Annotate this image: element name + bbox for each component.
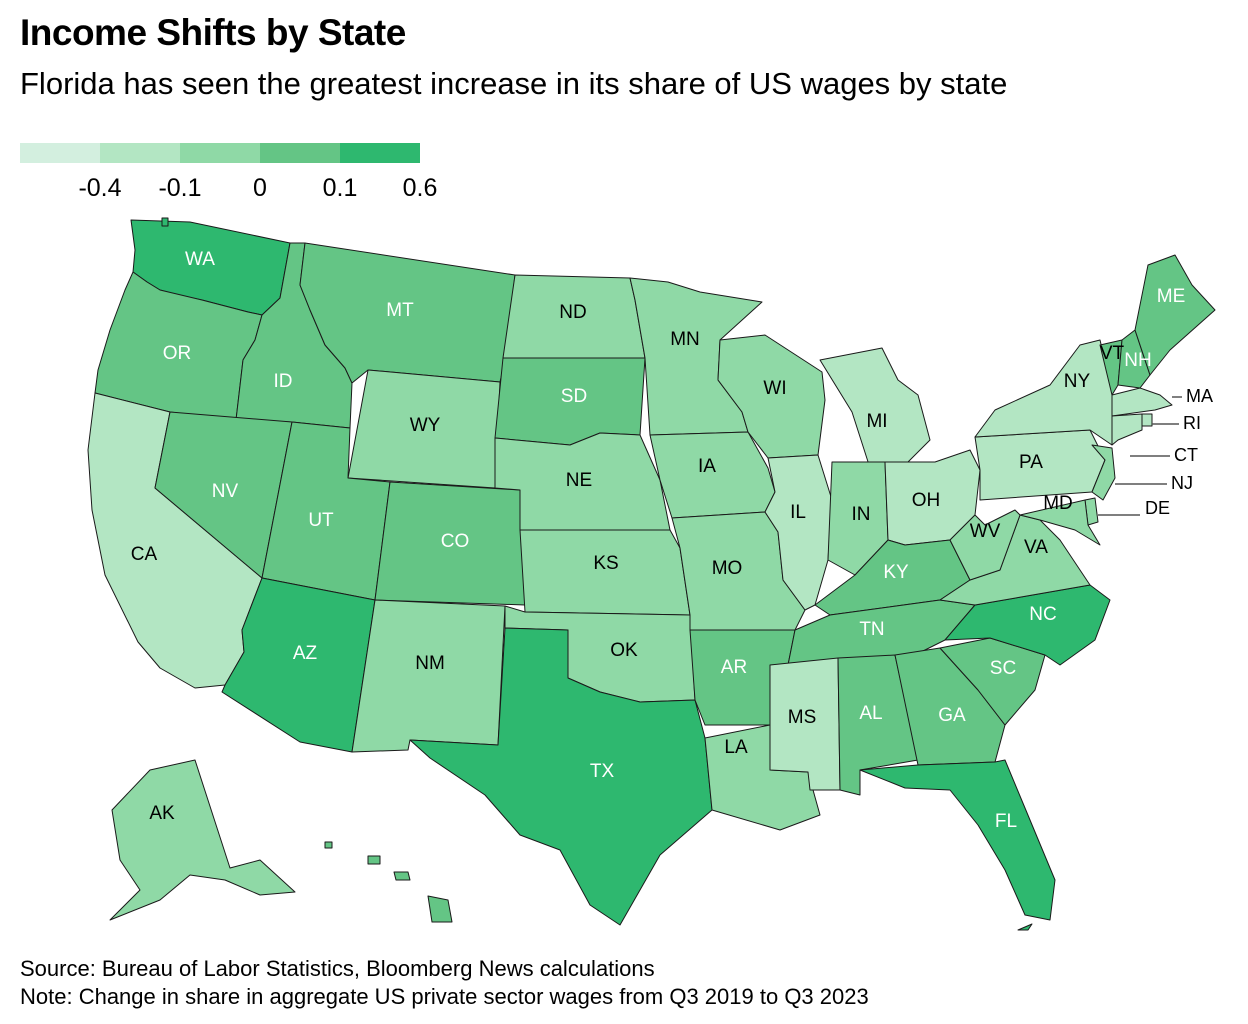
- state-label-ca: CA: [131, 544, 158, 565]
- state-label-co: CO: [441, 531, 470, 552]
- color-legend: [20, 143, 420, 163]
- state-label-va: VA: [1024, 537, 1048, 558]
- state-label-la: LA: [724, 737, 748, 758]
- state-label-ut: UT: [308, 510, 334, 531]
- state-il: [764, 454, 833, 611]
- state-hi-part-2: [367, 855, 381, 865]
- legend-label-2: -0.1: [158, 174, 202, 202]
- state-tx: [409, 627, 713, 926]
- legend-label-5: 0.6: [402, 174, 438, 202]
- map-subtitle: Florida has seen the greatest increase i…: [20, 66, 1008, 101]
- state-ma: [1111, 387, 1173, 417]
- state-label-ma: MA: [1186, 386, 1213, 406]
- legend-label-4: 0.1: [322, 174, 358, 202]
- state-label-or: OR: [163, 343, 192, 364]
- state-label-tn: TN: [859, 619, 884, 640]
- state-md: [1019, 499, 1101, 546]
- state-me: [1134, 254, 1216, 376]
- state-label-fl: FL: [995, 811, 1017, 832]
- state-label-de: DE: [1145, 498, 1170, 518]
- state-label-ms: MS: [788, 707, 817, 728]
- state-label-wv: WV: [970, 521, 1001, 542]
- state-label-ri: RI: [1183, 413, 1201, 433]
- state-nj: [1091, 444, 1116, 501]
- state-label-ne: NE: [566, 470, 592, 491]
- state-label-wy: WY: [410, 415, 441, 436]
- state-label-mo: MO: [712, 558, 743, 579]
- state-ak: [109, 759, 296, 921]
- state-label-ky: KY: [883, 562, 909, 583]
- state-label-me: ME: [1157, 286, 1186, 307]
- state-hi-part-1: [324, 841, 333, 849]
- legend-swatch-4: [260, 143, 340, 163]
- state-hi: [427, 895, 453, 923]
- source-note: Source: Bureau of Labor Statistics, Bloo…: [20, 956, 655, 981]
- state-label-id: ID: [274, 371, 293, 392]
- state-label-nd: ND: [559, 302, 586, 323]
- state-ny: [974, 339, 1113, 446]
- footnote: Note: Change in share in aggregate US pr…: [20, 984, 869, 1009]
- state-label-oh: OH: [912, 490, 941, 511]
- state-ct: [1111, 413, 1143, 446]
- state-label-ak: AK: [149, 803, 175, 824]
- state-label-nj: NJ: [1171, 473, 1193, 493]
- state-label-nm: NM: [415, 653, 445, 674]
- legend-swatch-2: [100, 143, 180, 163]
- state-label-ia: IA: [698, 456, 716, 477]
- state-label-il: IL: [790, 502, 806, 523]
- state-label-wi: WI: [763, 378, 786, 399]
- state-label-nc: NC: [1029, 604, 1056, 625]
- state-mi: [819, 347, 931, 471]
- state-fl-part-1: [1017, 923, 1033, 931]
- state-wv: [949, 509, 1021, 581]
- state-label-md: MD: [1043, 493, 1073, 514]
- legend-swatch-5: [340, 143, 420, 163]
- state-label-in: IN: [852, 504, 871, 525]
- state-label-tx: TX: [590, 761, 615, 782]
- state-hi-part-3: [393, 871, 411, 881]
- legend-label-1: -0.4: [78, 174, 122, 202]
- state-label-mi: MI: [866, 411, 887, 432]
- state-label-sc: SC: [990, 658, 1016, 679]
- state-label-al: AL: [859, 703, 882, 724]
- state-label-wa: WA: [185, 249, 215, 270]
- state-ne: [494, 432, 671, 531]
- legend-label-3: 0: [253, 174, 267, 202]
- state-label-pa: PA: [1019, 452, 1043, 473]
- state-fl: [859, 759, 1056, 921]
- state-label-mt: MT: [386, 300, 414, 321]
- state-wa-part-1: [161, 217, 169, 227]
- state-label-nv: NV: [212, 481, 239, 502]
- state-label-ny: NY: [1064, 371, 1091, 392]
- legend-swatch-1: [20, 143, 100, 163]
- state-nh: [1117, 329, 1151, 389]
- state-label-vt: VT: [1100, 343, 1125, 364]
- state-label-sd: SD: [561, 386, 587, 407]
- state-label-nh: NH: [1124, 350, 1151, 371]
- state-ri: [1141, 413, 1153, 427]
- state-label-ga: GA: [938, 705, 966, 726]
- state-label-ar: AR: [721, 657, 747, 678]
- legend-swatch-3: [180, 143, 260, 163]
- state-label-ok: OK: [610, 640, 638, 661]
- state-label-mn: MN: [670, 329, 700, 350]
- state-label-ct: CT: [1174, 445, 1198, 465]
- state-label-ks: KS: [593, 553, 618, 574]
- state-nm: [351, 599, 506, 753]
- state-label-az: AZ: [293, 643, 318, 664]
- map-title: Income Shifts by State: [20, 12, 406, 53]
